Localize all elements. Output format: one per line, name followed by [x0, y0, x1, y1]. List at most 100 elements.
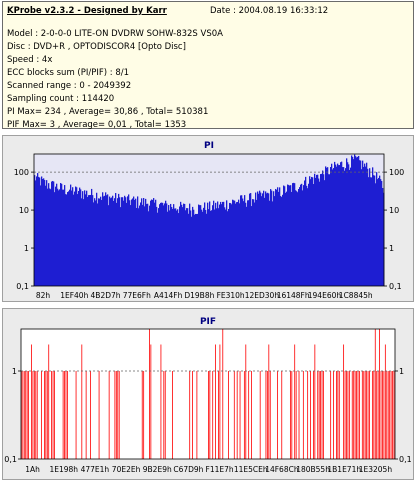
pif-bar	[22, 370, 24, 459]
pif-bar	[23, 370, 25, 459]
pi-x-tick-label: 1C8845h	[339, 291, 373, 300]
pi-bar	[53, 181, 55, 286]
pi-bar	[44, 179, 46, 286]
pi-bar	[60, 183, 62, 286]
pi-y-tick-label: 10	[19, 206, 29, 215]
pif-bar	[35, 370, 37, 459]
pi-bar	[199, 205, 201, 286]
pif-bar	[298, 370, 300, 459]
pif-bar	[310, 370, 311, 459]
pif-bar	[52, 370, 54, 459]
pif-bar	[294, 344, 296, 459]
pi-bar	[274, 196, 276, 286]
pi-bar	[311, 176, 313, 286]
pi-bar	[123, 200, 125, 286]
pi-bar	[254, 202, 256, 286]
pi-bar	[344, 170, 346, 286]
pi-bar	[34, 175, 36, 286]
pi-bar	[77, 194, 79, 286]
pi-bar	[206, 213, 208, 286]
ecc-info: ECC blocks sum (PI/PIF) : 8/1	[7, 68, 130, 78]
pif-bar	[259, 370, 261, 459]
pi-bar	[67, 192, 69, 286]
pi-bar	[79, 187, 81, 286]
pi-bar	[263, 190, 265, 286]
pi-bar	[155, 199, 157, 286]
pif-bar	[374, 329, 376, 459]
pi-bar	[184, 203, 186, 286]
pi-bar	[346, 158, 348, 286]
pi-bar	[57, 188, 59, 286]
pi-bar	[313, 184, 315, 286]
pif-bar	[382, 370, 383, 459]
pi-bar	[217, 201, 219, 286]
pi-bar	[298, 189, 300, 286]
pif-bar	[269, 370, 271, 459]
pi-bar	[230, 203, 232, 286]
pi-bar	[331, 163, 333, 286]
pi-bar	[248, 200, 250, 286]
pi-bar	[212, 205, 214, 286]
sampling-count: Sampling count : 114420	[7, 94, 115, 104]
pi-bar	[259, 190, 261, 286]
pi-bar	[146, 203, 148, 286]
pi-bar	[98, 198, 100, 286]
pi-bar	[216, 208, 218, 286]
pi-bar	[182, 207, 184, 286]
pif-bar	[347, 370, 349, 459]
pif-bar	[239, 370, 241, 459]
pi-bar	[373, 175, 375, 286]
pif-x-tick-label: 1E198h	[49, 465, 78, 474]
pi-bar	[117, 198, 119, 286]
pi-bar	[229, 202, 231, 286]
pif-bar	[363, 370, 365, 459]
pi-bar	[320, 174, 322, 286]
pi-bar	[338, 165, 340, 286]
pi-bar	[312, 177, 314, 286]
pi-bar	[169, 210, 171, 286]
pi-bar	[265, 191, 267, 286]
pi-bar	[165, 200, 167, 286]
pi-bar	[336, 166, 338, 286]
pi-bar	[303, 185, 305, 286]
pif-bar	[265, 370, 267, 459]
pi-bar	[260, 192, 262, 286]
pif-bar	[369, 370, 370, 459]
pi-bar	[359, 160, 361, 286]
pi-bar	[172, 208, 174, 286]
pi-bar	[285, 192, 287, 286]
pi-bar	[162, 202, 164, 286]
pi-bar	[249, 193, 251, 286]
pif-bar	[336, 370, 337, 459]
pif-bar	[108, 370, 110, 459]
pi-bar	[239, 203, 241, 286]
pif-bar	[248, 370, 250, 459]
pif-bar	[228, 370, 229, 459]
pif-bar	[353, 370, 355, 459]
pi-x-tick-label: A414Fh	[154, 291, 183, 300]
pi-bar	[70, 184, 72, 286]
pif-bar	[196, 370, 198, 459]
pi-bar	[71, 190, 73, 286]
disc-info: Disc : DVD+R , OPTODISCOR4 [Opto Disc]	[7, 42, 186, 52]
pi-bar	[189, 203, 191, 286]
pi-bar	[194, 214, 196, 286]
pi-bar	[337, 163, 339, 286]
pif-x-tick-label: 70E2Eh	[112, 465, 141, 474]
pi-bar	[219, 204, 221, 286]
pif-bar	[302, 370, 304, 459]
pi-bar	[354, 154, 356, 286]
pi-bar	[215, 202, 217, 286]
pi-bar	[321, 173, 323, 286]
pi-bar	[157, 212, 159, 286]
pi-chart: PI 100 100 10 10 1 1 0,1 0,1 82h 1EF40h 4B2D7h 77E6F…	[14, 141, 405, 300]
pi-y-tick-label: 0,1	[16, 282, 29, 291]
pi-bar	[262, 193, 264, 286]
pif-bar	[361, 370, 363, 459]
pi-bar	[138, 208, 140, 286]
pif-bar	[222, 329, 224, 459]
pif-bar	[348, 370, 350, 459]
pi-bar	[152, 199, 154, 286]
pi-bar	[183, 203, 185, 286]
pi-bar	[236, 202, 238, 286]
